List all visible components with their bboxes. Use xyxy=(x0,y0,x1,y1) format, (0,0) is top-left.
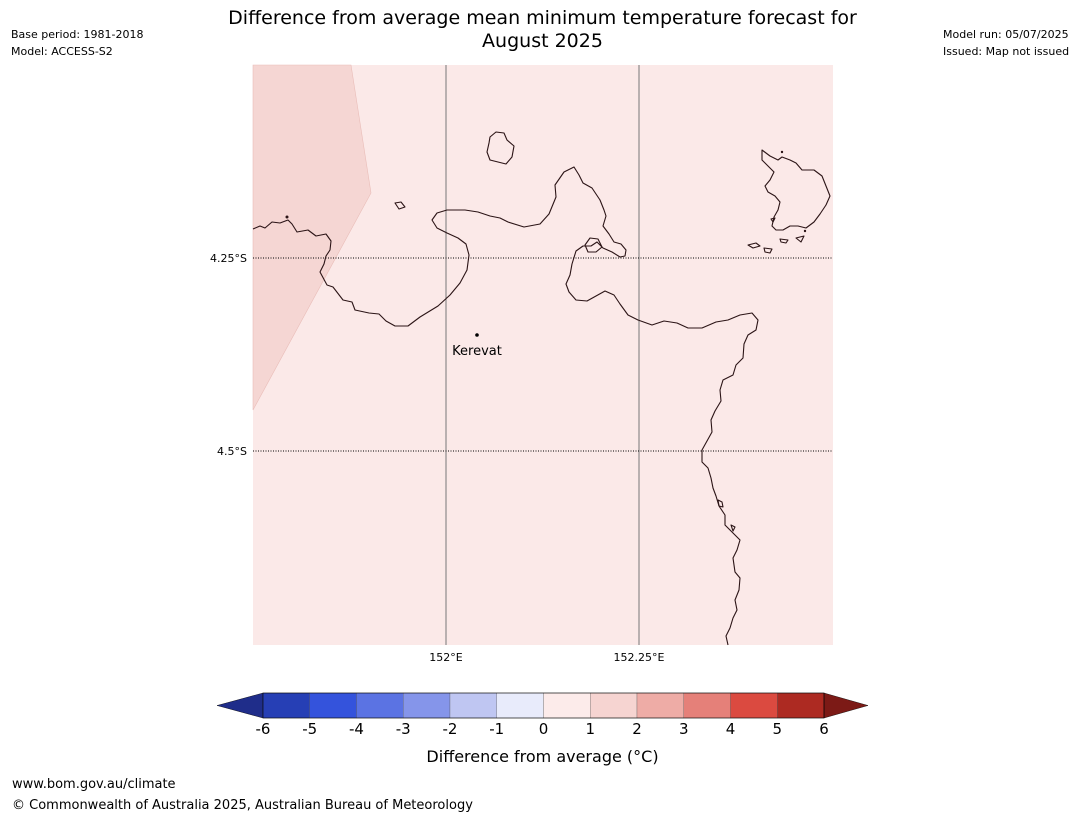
island-ne-small-3 xyxy=(779,238,789,244)
anomaly-region-west xyxy=(252,64,372,411)
colorbar-segment xyxy=(543,692,591,719)
colorbar-tick-label: 1 xyxy=(585,720,596,738)
base-period: Base period: 1981-2018 xyxy=(11,28,144,41)
colorbar-tick-label: 3 xyxy=(678,720,689,738)
map-title: Difference from average mean minimum tem… xyxy=(170,7,915,53)
lon-label-152-25: 152.25°E xyxy=(614,651,665,664)
island-ne-small-5 xyxy=(770,217,776,223)
colorbar-tick-label: -5 xyxy=(302,720,318,738)
meta-right: Model run: 05/07/2025 Issued: Map not is… xyxy=(943,26,1069,60)
issued-status: Issued: Map not issued xyxy=(943,45,1070,58)
colorbar-segment xyxy=(449,692,497,719)
island-dot-ne2 xyxy=(803,229,807,233)
colorbar-segment xyxy=(590,692,638,719)
inlet-loop xyxy=(584,237,603,253)
island-ne-small-1 xyxy=(747,242,761,249)
colorbar-tick-label: -3 xyxy=(395,720,411,738)
colorbar-segment xyxy=(309,692,357,719)
colorbar-tick-label: 2 xyxy=(632,720,642,738)
footer: www.bom.gov.au/climate © Commonwealth of… xyxy=(12,774,473,816)
lon-label-152: 152°E xyxy=(429,651,462,664)
colorbar-outline xyxy=(262,692,825,719)
island-coast-small xyxy=(717,499,724,508)
footer-url: www.bom.gov.au/climate xyxy=(12,777,176,792)
colorbar-tick-label: 0 xyxy=(538,720,549,738)
island-north xyxy=(486,131,515,165)
colorbar-tick-label: -4 xyxy=(349,720,364,738)
island-ne-small-4 xyxy=(795,235,805,243)
island-dot-west xyxy=(285,215,289,219)
coastline-main xyxy=(252,166,759,646)
colorbar-tick-label: 6 xyxy=(819,720,829,738)
title-line-1: Difference from average mean minimum tem… xyxy=(228,7,857,29)
colorbar-extend-low xyxy=(216,692,264,719)
colorbar-tick-label: 5 xyxy=(772,720,783,738)
title-line-2: August 2025 xyxy=(482,30,603,52)
colorbar-segment xyxy=(356,692,404,719)
island-ne-small-2 xyxy=(763,247,773,254)
colorbar-segment xyxy=(777,692,825,719)
colorbar-segment xyxy=(683,692,731,719)
colorbar-tick-label: -6 xyxy=(255,720,271,738)
colorbar-segment xyxy=(496,692,544,719)
colorbar-label: Difference from average (°C) xyxy=(426,747,659,766)
footer-copyright: © Commonwealth of Australia 2025, Austra… xyxy=(12,798,473,813)
colorbar-segment xyxy=(636,692,684,719)
meta-left: Base period: 1981-2018 Model: ACCESS-S2 xyxy=(11,26,143,60)
colorbar-segment xyxy=(262,692,310,719)
colorbar xyxy=(216,692,869,719)
island-dot-ne xyxy=(780,150,784,154)
colorbar-extend-high xyxy=(823,692,869,719)
lat-label-4-25: 4.25°S xyxy=(210,252,247,265)
model-run: Model run: 05/07/2025 xyxy=(943,28,1069,41)
island-coast-small-2 xyxy=(730,524,736,532)
place-marker-kerevat xyxy=(475,333,479,337)
colorbar-segment xyxy=(403,692,451,719)
colorbar-tick-label: 4 xyxy=(725,720,736,738)
model-name: Model: ACCESS-S2 xyxy=(11,45,113,58)
colorbar-tick-label: -1 xyxy=(489,720,505,738)
island-small-west xyxy=(394,201,406,210)
lat-label-4-5: 4.5°S xyxy=(217,445,247,458)
place-label-kerevat: Kerevat xyxy=(452,344,502,359)
colorbar-tick-label: -2 xyxy=(442,720,458,738)
island-northeast xyxy=(761,149,831,231)
colorbar-segment xyxy=(730,692,778,719)
